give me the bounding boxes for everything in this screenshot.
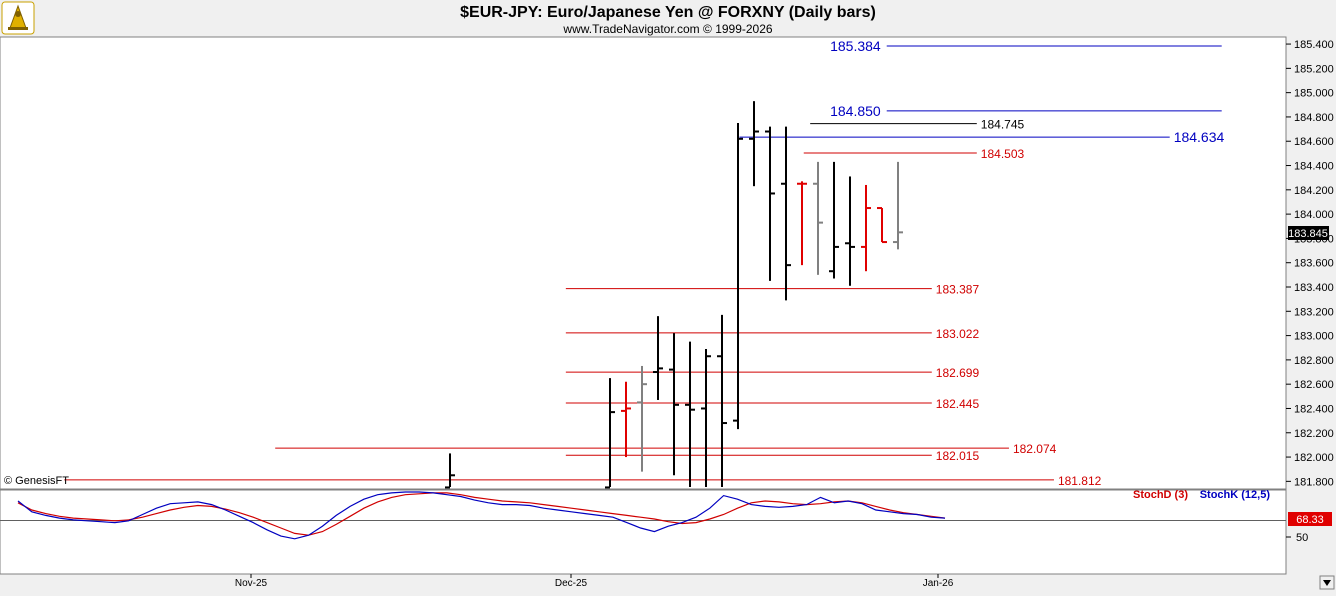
price-tick-label: 182.800 <box>1294 355 1334 367</box>
genesis-watermark: © GenesisFT <box>4 475 69 487</box>
time-tick-label: Nov-25 <box>235 578 268 589</box>
chart-subtitle: www.TradeNavigator.com © 1999-2026 <box>562 22 772 36</box>
stoch-d-legend: StochD (3) <box>1133 489 1188 501</box>
level-label: 185.384 <box>830 38 881 54</box>
time-axis: Nov-25 Dec-25 Jan-26 <box>235 574 954 589</box>
trade-navigator-logo-icon <box>1 1 35 35</box>
ohlc-bar <box>765 126 775 281</box>
last-price-label: 183.845 <box>1288 228 1328 240</box>
price-tick-label: 182.600 <box>1294 379 1334 391</box>
price-tick-label: 181.800 <box>1294 476 1334 488</box>
ohlc-bar <box>733 123 743 430</box>
level-label: 182.699 <box>936 366 980 380</box>
price-tick-label: 184.000 <box>1294 209 1334 221</box>
ohlc-bar <box>621 381 631 458</box>
price-tick-label: 184.600 <box>1294 136 1334 148</box>
ohlc-bar <box>637 365 647 472</box>
price-axis: 185.400 185.200 185.000 184.800 184.600 184.4… <box>1286 39 1334 488</box>
time-tick-label: Dec-25 <box>555 578 588 589</box>
scroll-down-icon[interactable] <box>1319 575 1335 590</box>
chart-title: $EUR-JPY: Euro/Japanese Yen @ FORXNY (Da… <box>460 4 876 21</box>
ohlc-bar <box>797 181 807 266</box>
level-label: 182.445 <box>936 397 980 411</box>
level-label: 183.387 <box>936 283 980 297</box>
ohlc-bars <box>445 101 903 489</box>
price-tick-label: 184.400 <box>1294 161 1334 173</box>
price-tick-label: 185.200 <box>1294 63 1334 75</box>
level-label: 184.634 <box>1174 129 1225 145</box>
ohlc-bar <box>749 101 759 187</box>
stochastic-lines <box>0 491 1291 540</box>
price-tick-label: 182.000 <box>1294 452 1334 464</box>
level-label: 184.503 <box>981 147 1025 161</box>
level-label: 182.015 <box>936 449 980 463</box>
price-tick-label: 183.400 <box>1294 282 1334 294</box>
price-tick-label: 184.800 <box>1294 112 1334 124</box>
level-label: 183.022 <box>936 327 980 341</box>
level-label: 184.745 <box>981 118 1025 132</box>
price-tick-label: 183.200 <box>1294 306 1334 318</box>
price-tick-label: 183.000 <box>1294 331 1334 343</box>
stoch-k-line <box>17 491 946 540</box>
price-tick-label: 185.000 <box>1294 88 1334 100</box>
ohlc-bar <box>781 126 791 301</box>
stochastic-panel[interactable] <box>0 489 1287 575</box>
ohlc-bar <box>861 184 871 272</box>
price-tick-label: 184.200 <box>1294 185 1334 197</box>
price-tick-label: 182.400 <box>1294 403 1334 415</box>
price-tick-label: 185.400 <box>1294 39 1334 51</box>
stoch-d-line <box>17 492 946 536</box>
price-tick-label: 183.600 <box>1294 258 1334 270</box>
ohlc-bar <box>877 207 887 244</box>
stoch-tick-50: 50 <box>1296 532 1308 544</box>
ohlc-bar <box>669 333 679 476</box>
stoch-value-label: 68.33 <box>1296 514 1324 526</box>
ohlc-bar <box>445 453 455 489</box>
stoch-value-badge <box>1288 512 1332 526</box>
ohlc-bar <box>717 314 727 487</box>
ohlc-bar <box>685 341 695 487</box>
level-label: 184.850 <box>830 103 881 119</box>
price-tick-label: 182.200 <box>1294 428 1334 440</box>
ohlc-bar <box>845 176 855 286</box>
level-label: 182.074 <box>1013 442 1057 456</box>
ohlc-bar <box>605 378 615 489</box>
level-label: 181.812 <box>1058 474 1102 488</box>
ohlc-bar <box>829 161 839 279</box>
time-tick-label: Jan-26 <box>923 578 954 589</box>
ohlc-bar <box>813 161 823 275</box>
ohlc-bar <box>701 348 711 487</box>
ohlc-bar <box>893 161 903 250</box>
last-price-badge <box>1288 226 1329 240</box>
stoch-k-legend: StochK (12,5) <box>1200 489 1271 501</box>
ohlc-bar <box>653 316 663 400</box>
